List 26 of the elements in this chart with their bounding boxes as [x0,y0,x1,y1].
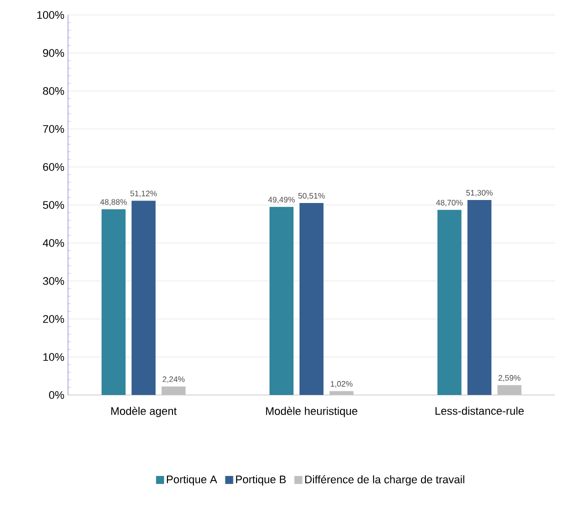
bar [467,200,492,395]
y-tick-label: 50% [42,201,64,209]
y-tick-label: 30% [42,277,64,285]
legend-label: Portique B [236,475,286,486]
y-tick-label: 40% [42,239,64,247]
y-tick-label: 100% [37,11,64,19]
y-tick-label: 10% [43,353,64,361]
bar [162,386,186,395]
x-tick-label: Less-distance-rule [436,406,524,415]
bar [300,203,324,395]
x-tick-label: Modèle agent [111,406,177,418]
bar [132,200,156,395]
bar [437,210,462,395]
x-tick-label: Modèle heuristique [266,406,358,418]
bar [330,391,354,395]
y-tick-label: 80% [43,87,64,95]
y-tick-label: 70% [43,125,64,133]
y-tick-label: 0% [49,391,64,399]
legend-label: Différence de la charge de travail [305,475,464,486]
legend-label: Portique A [166,475,218,486]
bar [497,385,522,395]
y-tick-label: 60% [43,163,64,171]
bar [270,206,294,395]
bar [102,209,126,395]
y-tick-label: 20% [43,315,64,323]
y-tick-label: 90% [43,49,64,57]
